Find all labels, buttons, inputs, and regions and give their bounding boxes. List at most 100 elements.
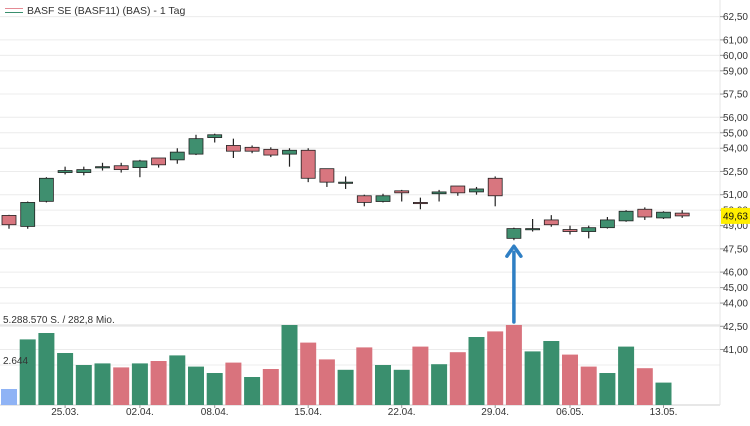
candle	[244, 145, 260, 154]
legend-title: BASF SE (BASF11) (BAS) - 1 Tag	[27, 5, 186, 17]
price-tick-label: 41,00	[723, 345, 748, 356]
date-tick-label: 02.04.	[126, 407, 154, 418]
candle	[20, 201, 36, 229]
price-tick-label: 46,00	[723, 268, 748, 279]
candle-body	[151, 157, 167, 166]
candle	[76, 166, 92, 176]
volume-bar	[505, 325, 522, 405]
volume-bar	[94, 363, 111, 405]
candle-body	[581, 227, 597, 232]
candle-body	[431, 191, 447, 195]
price-tick-label: 42,50	[723, 322, 748, 333]
candle	[618, 210, 634, 222]
candle	[113, 162, 129, 173]
candle	[151, 157, 167, 168]
candle-body	[76, 169, 92, 173]
candle-body	[600, 219, 615, 229]
volume-bar	[393, 369, 410, 405]
candle-body	[113, 165, 129, 171]
volume-bar	[57, 353, 74, 405]
volume-bar	[150, 361, 167, 405]
volume-bar	[431, 364, 448, 405]
volume-bar	[1, 389, 17, 405]
volume-bar	[356, 347, 373, 405]
candle-body	[169, 151, 185, 161]
candle	[225, 138, 241, 158]
candle	[319, 168, 335, 187]
volume-bar	[337, 369, 354, 405]
price-tick-label: 51,00	[723, 190, 748, 201]
volume-bar	[38, 333, 55, 405]
volume-bar	[655, 382, 672, 405]
candle	[656, 211, 671, 220]
candle-body	[525, 228, 540, 231]
candle	[132, 159, 148, 178]
candle-body	[674, 212, 690, 217]
candle-body	[506, 228, 522, 239]
volume-bar	[188, 366, 204, 405]
candle-body	[95, 166, 110, 169]
volume-bar	[300, 342, 317, 405]
volume-bar	[524, 351, 541, 405]
candle	[356, 194, 372, 207]
candle-body	[356, 195, 372, 203]
volume-bar	[543, 341, 560, 405]
candle-body	[543, 219, 559, 226]
legend-lines-icon	[5, 7, 23, 15]
volume-bar	[169, 355, 186, 405]
arrow-up-icon	[505, 244, 523, 258]
candle	[562, 225, 578, 235]
price-tick-label: 49,00	[723, 221, 748, 232]
candle	[282, 148, 297, 167]
price-tick-label: 57,50	[723, 90, 748, 101]
volume-bar	[262, 369, 279, 405]
chart-legend: BASF SE (BASF11) (BAS) - 1 Tag	[5, 5, 185, 17]
current-price-badge	[721, 207, 750, 224]
candle	[600, 216, 615, 229]
price-tick-label: 56,00	[723, 113, 748, 124]
candle	[525, 219, 540, 232]
candle-body	[338, 181, 354, 184]
volume-bar	[281, 325, 298, 405]
candle-body	[20, 202, 36, 227]
volume-bar	[487, 331, 504, 405]
candle	[169, 148, 185, 164]
volume-bar	[412, 346, 429, 405]
candle-body	[282, 149, 297, 155]
price-tick-label: 60,00	[723, 51, 748, 62]
candle-body	[1, 215, 17, 226]
candle	[394, 189, 410, 202]
date-axis: 25.03. 02.04. 08.04. 15.04. 22.04. 29.04. 06.0…	[51, 405, 677, 418]
price-tick-label: 44,00	[723, 299, 748, 310]
candle	[1, 214, 17, 229]
volume-bar	[468, 337, 485, 405]
candle	[506, 227, 522, 241]
volume-bar	[636, 368, 653, 405]
price-tick-label: 62,50	[723, 12, 748, 23]
candle-body	[225, 145, 241, 152]
candle-body	[132, 160, 148, 168]
candle-body	[207, 134, 223, 138]
candle	[487, 176, 503, 207]
candle-body	[618, 210, 634, 222]
candle-body	[637, 208, 653, 218]
volume-bar	[206, 373, 223, 405]
candle-body	[656, 211, 671, 219]
candle-body	[562, 229, 578, 232]
annotation-layer	[505, 244, 523, 324]
candle-body	[300, 149, 316, 179]
candle	[338, 176, 354, 189]
volume-bar	[113, 367, 130, 405]
candle	[450, 185, 466, 196]
candle-body	[487, 177, 503, 197]
candle	[412, 197, 428, 210]
volume-bar	[618, 346, 635, 405]
volume-bars	[1, 325, 672, 405]
volume-total-label: 5.288.570 S. / 282,8 Mio.	[3, 315, 115, 326]
price-tick-label: 55,00	[723, 128, 748, 139]
candle	[469, 186, 484, 195]
volume-bar	[225, 362, 242, 405]
price-tick-label: 47,50	[723, 244, 748, 255]
candle-body	[188, 138, 204, 155]
